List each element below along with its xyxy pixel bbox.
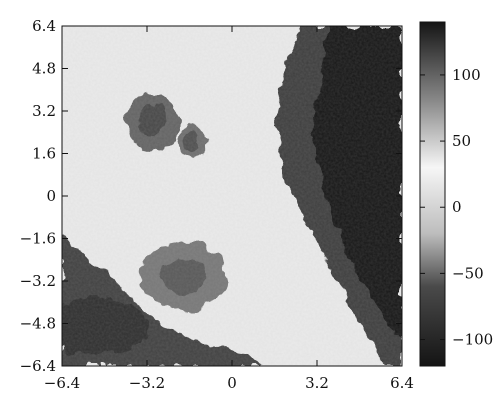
- colorbar-tick-label: −50: [452, 264, 484, 282]
- x-tick-label: 3.2: [305, 374, 329, 392]
- x-axis: −6.4 −3.2 0 3.2 6.4: [44, 26, 414, 392]
- x-tick-label: −6.4: [44, 374, 80, 392]
- heatmap-texture: [62, 26, 402, 366]
- colorbar-tick-label: −100: [452, 331, 493, 349]
- y-tick-label: 0: [46, 187, 56, 205]
- x-tick-label: 6.4: [390, 374, 414, 392]
- colorbar-tick-label: 50: [452, 132, 471, 150]
- y-axis: 6.4 4.8 3.2 1.6 0 −1.6 −3.2 −4.8 −6.4: [20, 17, 402, 375]
- y-tick-label: −6.4: [20, 357, 56, 375]
- plot-area: [62, 26, 402, 366]
- x-tick-label: 0: [227, 374, 237, 392]
- colorbar-ticks: 100 50 0 −50 −100: [420, 66, 493, 349]
- y-tick-label: 6.4: [32, 17, 56, 35]
- y-tick-label: −1.6: [20, 230, 56, 248]
- colorbar: 100 50 0 −50 −100: [419, 21, 493, 367]
- y-tick-label: 1.6: [32, 145, 56, 163]
- y-tick-label: 3.2: [32, 102, 56, 120]
- colorbar-fill: [419, 21, 446, 367]
- y-tick-label: −3.2: [20, 272, 56, 290]
- colorbar-tick-label: 0: [452, 198, 462, 216]
- y-tick-label: 4.8: [32, 60, 56, 78]
- colorbar-tick-label: 100: [452, 66, 481, 84]
- y-tick-label: −4.8: [20, 315, 56, 333]
- x-tick-label: −3.2: [129, 374, 165, 392]
